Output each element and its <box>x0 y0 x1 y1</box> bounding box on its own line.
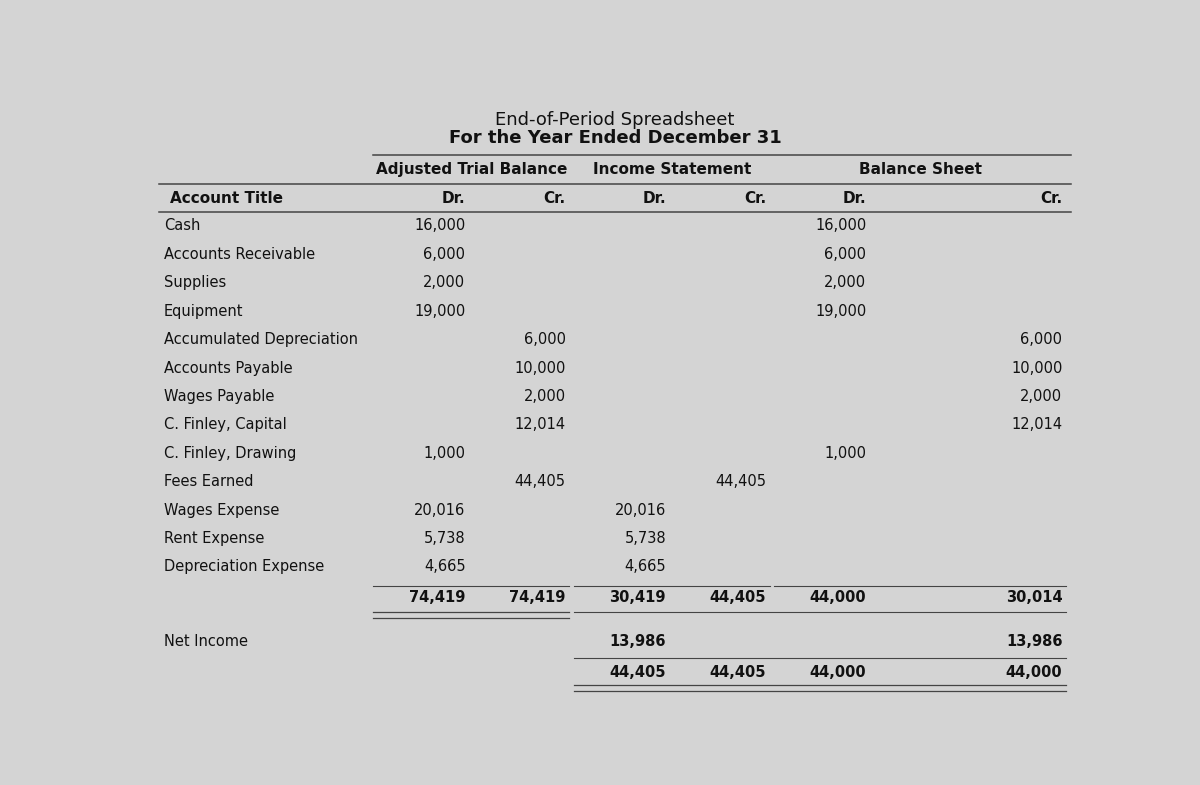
Text: 12,014: 12,014 <box>1012 418 1062 433</box>
Text: End-of-Period Spreadsheet: End-of-Period Spreadsheet <box>496 111 734 129</box>
Text: 44,405: 44,405 <box>709 590 767 605</box>
Text: Fees Earned: Fees Earned <box>164 474 253 489</box>
Text: 20,016: 20,016 <box>414 502 466 517</box>
Text: 2,000: 2,000 <box>824 276 866 290</box>
Text: Cr.: Cr. <box>744 192 767 206</box>
Text: 44,405: 44,405 <box>715 474 767 489</box>
Text: 4,665: 4,665 <box>424 560 466 575</box>
Text: 6,000: 6,000 <box>1020 332 1062 347</box>
Text: Income Statement: Income Statement <box>593 162 751 177</box>
Text: Adjusted Trial Balance: Adjusted Trial Balance <box>376 162 568 177</box>
Text: 6,000: 6,000 <box>824 246 866 262</box>
Text: Accounts Receivable: Accounts Receivable <box>164 246 316 262</box>
Text: 16,000: 16,000 <box>414 218 466 233</box>
Text: Balance Sheet: Balance Sheet <box>859 162 982 177</box>
Text: 5,738: 5,738 <box>424 531 466 546</box>
Text: 4,665: 4,665 <box>624 560 666 575</box>
Text: For the Year Ended December 31: For the Year Ended December 31 <box>449 129 781 147</box>
Text: 19,000: 19,000 <box>815 304 866 319</box>
Text: 2,000: 2,000 <box>523 389 565 404</box>
Text: 10,000: 10,000 <box>1012 360 1062 375</box>
Text: 44,000: 44,000 <box>810 590 866 605</box>
Text: 2,000: 2,000 <box>1020 389 1062 404</box>
Text: 6,000: 6,000 <box>424 246 466 262</box>
Text: 44,405: 44,405 <box>610 665 666 680</box>
Text: 44,405: 44,405 <box>515 474 565 489</box>
Text: 13,986: 13,986 <box>610 633 666 648</box>
Text: Net Income: Net Income <box>164 633 248 648</box>
Text: 1,000: 1,000 <box>424 446 466 461</box>
Text: Wages Payable: Wages Payable <box>164 389 275 404</box>
Text: 2,000: 2,000 <box>424 276 466 290</box>
Text: 6,000: 6,000 <box>523 332 565 347</box>
Text: Cash: Cash <box>164 218 200 233</box>
Text: Account Title: Account Title <box>170 192 283 206</box>
Text: 30,014: 30,014 <box>1006 590 1062 605</box>
Text: Accounts Payable: Accounts Payable <box>164 360 293 375</box>
Text: 74,419: 74,419 <box>409 590 466 605</box>
Text: 16,000: 16,000 <box>815 218 866 233</box>
Text: 12,014: 12,014 <box>515 418 565 433</box>
Text: Dr.: Dr. <box>642 192 666 206</box>
Text: 44,000: 44,000 <box>810 665 866 680</box>
Text: 30,419: 30,419 <box>610 590 666 605</box>
Text: Supplies: Supplies <box>164 276 226 290</box>
Text: Equipment: Equipment <box>164 304 244 319</box>
Text: 5,738: 5,738 <box>624 531 666 546</box>
Text: 19,000: 19,000 <box>414 304 466 319</box>
Text: 13,986: 13,986 <box>1006 633 1062 648</box>
Text: Wages Expense: Wages Expense <box>164 502 280 517</box>
Text: Accumulated Depreciation: Accumulated Depreciation <box>164 332 358 347</box>
Text: Dr.: Dr. <box>842 192 866 206</box>
Text: Depreciation Expense: Depreciation Expense <box>164 560 324 575</box>
Text: 1,000: 1,000 <box>824 446 866 461</box>
Text: 74,419: 74,419 <box>509 590 565 605</box>
Text: Rent Expense: Rent Expense <box>164 531 264 546</box>
Text: C. Finley, Capital: C. Finley, Capital <box>164 418 287 433</box>
Text: C. Finley, Drawing: C. Finley, Drawing <box>164 446 296 461</box>
Text: 44,000: 44,000 <box>1006 665 1062 680</box>
Text: Dr.: Dr. <box>442 192 466 206</box>
Text: Cr.: Cr. <box>1040 192 1062 206</box>
Text: 10,000: 10,000 <box>515 360 565 375</box>
Text: Cr.: Cr. <box>544 192 565 206</box>
Text: 44,405: 44,405 <box>709 665 767 680</box>
Text: 20,016: 20,016 <box>614 502 666 517</box>
